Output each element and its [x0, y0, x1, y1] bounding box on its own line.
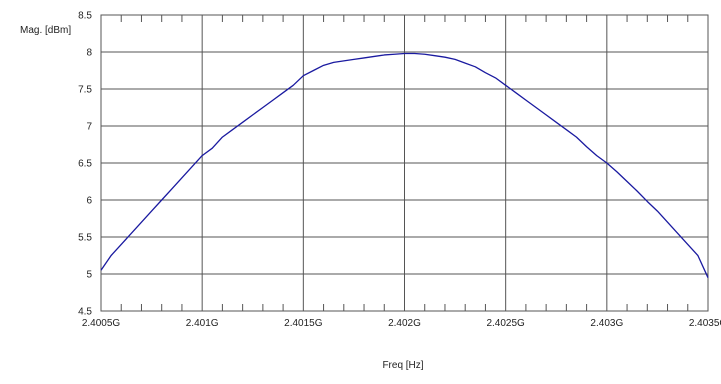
x-tick-label: 2.4015G	[284, 318, 323, 329]
y-tick-label: 6.5	[78, 159, 92, 170]
minor-tick-marks	[120, 15, 689, 311]
x-tick-label: 2.403G	[590, 318, 623, 329]
x-tick-label: 2.401G	[186, 318, 219, 329]
x-tick-label: 2.402G	[388, 318, 421, 329]
grid	[101, 15, 708, 311]
x-tick-label: 2.4035G	[689, 318, 721, 329]
series-line	[100, 52, 709, 278]
y-tick-label: 8	[86, 48, 92, 59]
series-layer	[100, 52, 709, 278]
x-tick-labels: 2.4005G 2.401G 2.4015G 2.402G 2.4025G 2.403G 2…	[82, 318, 721, 329]
y-tick-labels: 8.5 8 7.5 7 6.5 6 5.5 5 4.5	[78, 11, 92, 318]
x-axis-label: Freq [Hz]	[382, 360, 423, 371]
y-tick-label: 5.5	[78, 233, 92, 244]
x-tick-label: 2.4005G	[82, 318, 121, 329]
y-tick-label: 5	[86, 270, 92, 281]
y-tick-label: 8.5	[78, 11, 92, 22]
x-tick-label: 2.4025G	[486, 318, 525, 329]
y-tick-label: 7	[86, 122, 92, 133]
y-tick-label: 4.5	[78, 307, 92, 318]
plot-area-border	[100, 14, 709, 312]
y-axis-label: Mag. [dBm]	[20, 25, 71, 36]
y-tick-label: 7.5	[78, 85, 92, 96]
y-tick-label: 6	[86, 196, 92, 207]
